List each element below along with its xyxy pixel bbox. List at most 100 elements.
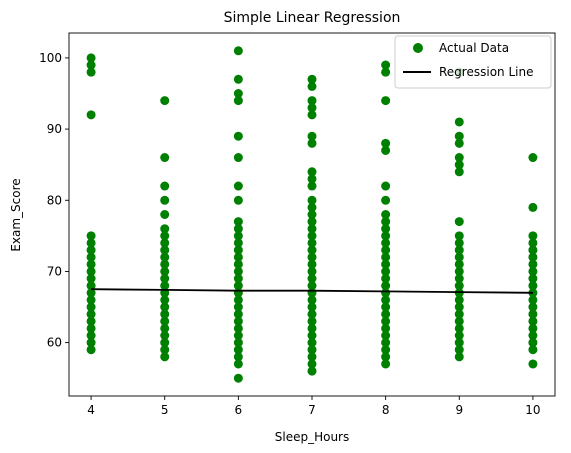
data-point: [160, 281, 170, 291]
data-point: [307, 96, 317, 106]
data-point: [381, 252, 391, 262]
data-point: [307, 174, 317, 184]
data-point: [86, 60, 96, 70]
data-point: [381, 274, 391, 284]
data-point: [381, 316, 391, 326]
data-point: [160, 259, 170, 269]
data-point: [86, 245, 96, 255]
data-point: [160, 323, 170, 333]
data-point: [233, 316, 243, 326]
data-point: [233, 245, 243, 255]
data-point: [528, 295, 538, 305]
data-point: [381, 210, 391, 219]
plot-frame: [68, 32, 556, 397]
data-point: [381, 231, 391, 241]
data-point: [307, 352, 317, 362]
data-point: [454, 338, 464, 348]
data-point: [528, 238, 538, 248]
y-axis-ticks: 60 70 80 90 100: [39, 51, 69, 350]
data-point: [528, 345, 538, 355]
data-point: [160, 345, 170, 355]
data-point: [86, 295, 96, 305]
data-point: [528, 231, 538, 241]
data-point: [528, 252, 538, 262]
data-point: [528, 331, 538, 340]
data-point: [454, 138, 464, 148]
data-point: [454, 323, 464, 333]
data-point: [307, 316, 317, 326]
data-point: [86, 345, 96, 355]
data-point: [160, 252, 170, 262]
x-tick-label: 8: [382, 403, 390, 417]
data-point: [160, 231, 170, 241]
data-point: [233, 323, 243, 333]
data-point: [160, 309, 170, 319]
data-point: [454, 316, 464, 326]
data-point: [233, 217, 243, 227]
data-point: [381, 181, 391, 191]
data-point: [233, 74, 243, 84]
data-point: [160, 316, 170, 326]
data-point: [233, 252, 243, 262]
data-point: [307, 252, 317, 262]
data-point: [233, 352, 243, 362]
data-point: [454, 331, 464, 340]
legend-scatter-marker: [413, 43, 423, 53]
data-point: [233, 89, 243, 98]
y-tick-label: 90: [47, 122, 62, 136]
data-point: [528, 302, 538, 312]
data-point: [160, 153, 170, 163]
data-point: [454, 274, 464, 284]
data-point: [307, 331, 317, 340]
data-point: [381, 224, 391, 234]
data-point: [233, 302, 243, 312]
data-point: [381, 259, 391, 269]
data-point: [381, 309, 391, 319]
data-point: [381, 345, 391, 355]
data-point: [454, 160, 464, 170]
data-point: [454, 295, 464, 305]
data-point: [381, 352, 391, 362]
data-point: [233, 274, 243, 284]
data-point: [307, 309, 317, 319]
data-point: [160, 210, 170, 219]
data-point: [307, 231, 317, 241]
data-point: [233, 359, 243, 369]
data-point: [160, 181, 170, 191]
data-point: [454, 302, 464, 312]
x-tick-label: 7: [308, 403, 316, 417]
data-point: [86, 288, 96, 298]
data-point: [86, 231, 96, 241]
data-point: [307, 224, 317, 234]
data-point: [160, 295, 170, 305]
data-point: [307, 81, 317, 91]
data-point: [233, 266, 243, 276]
data-point: [160, 195, 170, 205]
data-point: [86, 274, 96, 284]
x-tick-label: 4: [87, 403, 95, 417]
data-point: [86, 302, 96, 312]
data-point: [233, 259, 243, 269]
legend-box: [394, 35, 552, 89]
data-point: [233, 153, 243, 163]
y-tick-label: 60: [47, 336, 62, 350]
data-point: [160, 224, 170, 234]
data-point: [454, 117, 464, 127]
data-point: [528, 281, 538, 291]
regression-line-group: [91, 288, 533, 294]
data-point: [233, 46, 243, 56]
data-point: [528, 323, 538, 333]
data-point: [381, 295, 391, 305]
data-point: [160, 266, 170, 276]
data-point: [233, 96, 243, 106]
legend-label-actual: Actual Data: [439, 41, 509, 55]
data-point: [381, 60, 391, 70]
data-point: [233, 195, 243, 205]
data-point: [381, 245, 391, 255]
data-point: [454, 266, 464, 276]
data-point: [307, 217, 317, 227]
data-point: [233, 238, 243, 248]
data-point: [381, 302, 391, 312]
data-point: [233, 281, 243, 291]
data-point: [528, 202, 538, 212]
